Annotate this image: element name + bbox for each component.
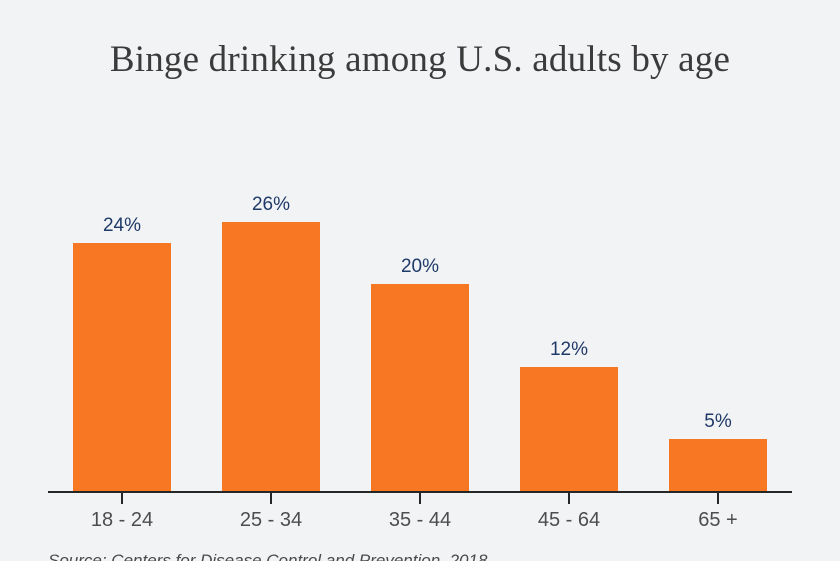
x-axis-cell: 65 + xyxy=(669,493,767,532)
bar-value-label: 5% xyxy=(704,411,732,432)
x-axis-cell: 35 - 44 xyxy=(371,493,469,532)
x-axis-cell: 18 - 24 xyxy=(73,493,171,532)
bar xyxy=(669,439,767,491)
bar xyxy=(73,243,171,491)
bar-group: 12% xyxy=(520,339,618,491)
x-axis-label: 18 - 24 xyxy=(90,509,154,531)
bar-group: 24% xyxy=(73,215,171,491)
x-axis-tick xyxy=(419,493,421,504)
x-axis-label: 65 + xyxy=(698,509,738,531)
bar-value-label: 20% xyxy=(400,256,440,277)
bar-value-label: 26% xyxy=(251,194,291,215)
bar-chart: 24% 26% 20% 12% 5% 18 - 24 25 - 34 35 - 44 45 -… xyxy=(48,178,792,532)
plot-area: 24% 26% 20% 12% 5% xyxy=(48,178,792,493)
bar xyxy=(520,367,618,491)
x-axis-tick xyxy=(121,493,123,504)
bar xyxy=(371,284,469,491)
x-axis-tick xyxy=(717,493,719,504)
x-axis: 18 - 24 25 - 34 35 - 44 45 - 64 65 + xyxy=(48,493,792,532)
chart-title: Binge drinking among U.S. adults by age xyxy=(109,39,731,80)
x-axis-tick xyxy=(568,493,570,504)
x-axis-cell: 25 - 34 xyxy=(222,493,320,532)
chart-figure: Binge drinking among U.S. adults by age … xyxy=(0,38,840,561)
x-axis-label: 25 - 34 xyxy=(239,509,303,531)
x-axis-label: 45 - 64 xyxy=(537,509,601,531)
bar-value-label: 24% xyxy=(102,215,142,236)
source-note: Source: Centers for Disease Control and … xyxy=(48,551,488,561)
bar xyxy=(222,222,320,491)
bar-group: 26% xyxy=(222,194,320,491)
bar-value-label: 12% xyxy=(549,339,589,360)
x-axis-cell: 45 - 64 xyxy=(520,493,618,532)
bar-group: 20% xyxy=(371,256,469,491)
x-axis-label: 35 - 44 xyxy=(388,509,452,531)
x-axis-tick xyxy=(270,493,272,504)
bar-group: 5% xyxy=(669,411,767,491)
